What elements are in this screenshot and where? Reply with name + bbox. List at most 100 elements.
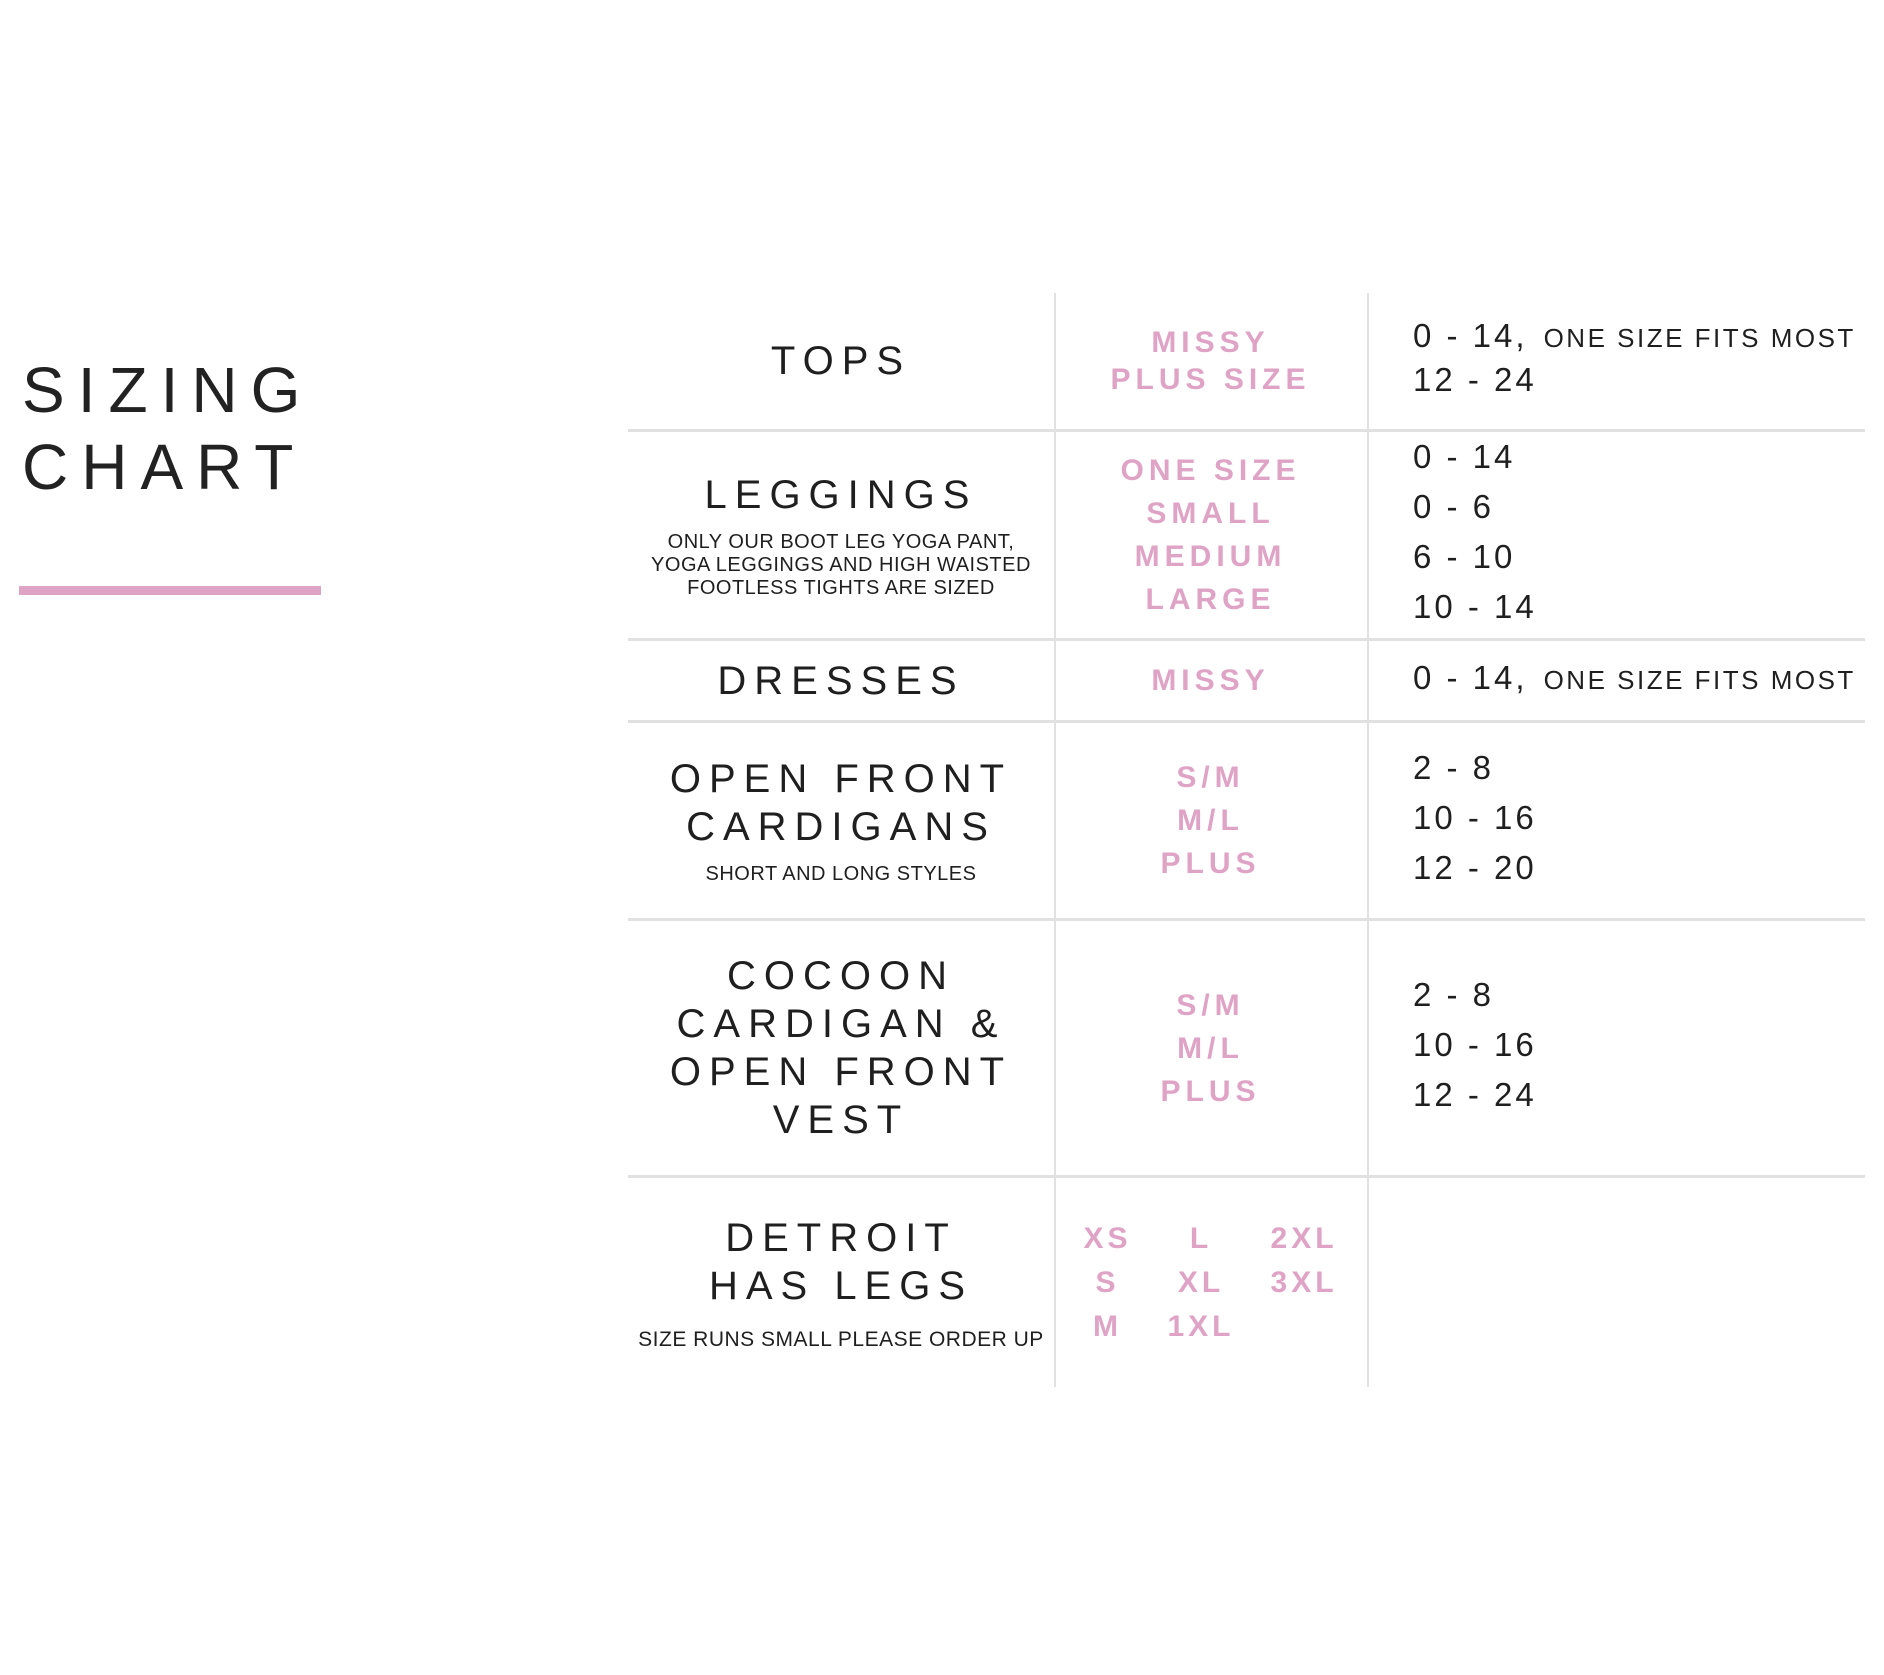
size-label: S bbox=[1095, 1265, 1120, 1299]
range-value: 2 - 8 bbox=[1413, 976, 1495, 1013]
page-title-line-2: CHART bbox=[22, 431, 307, 503]
size-cell: XS L 2XL S XL 3XL M 1XL bbox=[1054, 1178, 1367, 1387]
size-label: XL bbox=[1177, 1265, 1225, 1299]
size-cell: MISSY bbox=[1054, 641, 1367, 720]
size-label: PLUS SIZE bbox=[1110, 363, 1311, 396]
range-note: ONE SIZE FITS MOST bbox=[1543, 664, 1856, 695]
range-value: 12 - 20 bbox=[1413, 848, 1537, 886]
range-line: 12 - 24 bbox=[1413, 361, 1856, 405]
table-row: COCOON CARDIGAN & OPEN FRONT VEST S/M M/L PLUS… bbox=[628, 921, 1865, 1178]
range-value: 10 - 16 bbox=[1413, 798, 1537, 836]
size-label: XS bbox=[1083, 1221, 1132, 1255]
size-label: S/M bbox=[1176, 988, 1245, 1022]
item-cell: COCOON CARDIGAN & OPEN FRONT VEST bbox=[628, 921, 1054, 1175]
item-subtitle: ONLY OUR BOOT LEG YOGA PANT, YOGA LEGGING… bbox=[651, 531, 1031, 600]
item-subtitle: SIZE RUNS SMALL PLEASE ORDER UP bbox=[638, 1328, 1044, 1351]
size-label: PLUS bbox=[1160, 847, 1261, 880]
range-line: 2 - 8 bbox=[1413, 973, 1537, 1023]
title-underline-bar bbox=[19, 586, 321, 595]
range-line: 10 - 16 bbox=[1413, 1023, 1537, 1073]
item-name-line: CARDIGAN & bbox=[676, 1002, 1006, 1046]
range-line: 12 - 24 bbox=[1413, 1073, 1537, 1123]
item-name-line: HAS LEGS bbox=[708, 1264, 974, 1308]
size-label: LARGE bbox=[1145, 583, 1276, 616]
range-line: 0 - 14 bbox=[1413, 435, 1537, 485]
table-row: DRESSES MISSY 0 - 14, ONE SIZE FITS MOST bbox=[628, 641, 1865, 723]
size-label: ONE SIZE bbox=[1120, 454, 1301, 487]
item-cell: LEGGINGS ONLY OUR BOOT LEG YOGA PANT, YOGA… bbox=[628, 432, 1054, 638]
size-cell: S/M M/L PLUS bbox=[1054, 723, 1367, 918]
range-cell: 0 - 14, ONE SIZE FITS MOST bbox=[1367, 641, 1865, 720]
size-grid: XS L 2XL S XL 3XL M 1XL bbox=[1083, 1221, 1338, 1343]
range-value: 0 - 14 bbox=[1413, 438, 1516, 475]
size-label: 1XL bbox=[1167, 1309, 1235, 1343]
size-label: MEDIUM bbox=[1134, 540, 1287, 573]
page-title: SIZING CHART bbox=[22, 352, 313, 506]
range-value: 6 - 10 bbox=[1413, 538, 1516, 575]
item-name-line: DETROIT bbox=[725, 1216, 957, 1260]
item-name: TOPS bbox=[771, 337, 911, 385]
column-divider-2 bbox=[1367, 293, 1369, 1387]
size-label: 3XL bbox=[1270, 1265, 1338, 1299]
item-name-line: LEGGINGS bbox=[704, 472, 978, 517]
range-value: 0 - 6 bbox=[1413, 488, 1495, 525]
range-cell bbox=[1367, 1178, 1865, 1387]
range-cell: 2 - 8 10 - 16 12 - 24 bbox=[1367, 921, 1865, 1175]
item-name-line: CARDIGANS bbox=[686, 805, 996, 849]
range-value: 12 - 24 bbox=[1413, 361, 1537, 398]
size-list: ONE SIZE SMALL MEDIUM LARGE bbox=[1120, 449, 1300, 621]
item-cell: DETROIT HAS LEGS SIZE RUNS SMALL PLEASE OR… bbox=[628, 1178, 1054, 1387]
size-label: M/L bbox=[1177, 1031, 1244, 1065]
range-cell: 0 - 14, ONE SIZE FITS MOST 12 - 24 bbox=[1367, 293, 1865, 429]
page-title-line-1: SIZING bbox=[22, 354, 314, 426]
item-cell: DRESSES bbox=[628, 641, 1054, 720]
item-cell: OPEN FRONT CARDIGANS SHORT AND LONG STYLES bbox=[628, 723, 1054, 918]
range-value: 10 - 14 bbox=[1413, 588, 1537, 625]
item-name-line: TOPS bbox=[770, 339, 912, 383]
size-label: PLUS bbox=[1160, 1074, 1261, 1108]
range-line: 2 - 8 bbox=[1413, 746, 1537, 796]
size-cell: ONE SIZE SMALL MEDIUM LARGE bbox=[1054, 432, 1367, 638]
size-label bbox=[1271, 1312, 1338, 1342]
size-list: S/M M/L PLUS bbox=[1160, 984, 1260, 1113]
item-subtitle-line: FOOTLESS TIGHTS ARE SIZED bbox=[687, 576, 995, 599]
size-label: MISSY bbox=[1151, 664, 1270, 697]
range-value: 10 - 16 bbox=[1413, 1026, 1537, 1063]
table-row: TOPS MISSY PLUS SIZE 0 - 14, ONE SIZE FITS M… bbox=[628, 293, 1865, 432]
range-line: 12 - 20 bbox=[1413, 846, 1537, 896]
range-line: 10 - 16 bbox=[1413, 796, 1537, 846]
size-label: S/M bbox=[1176, 761, 1245, 794]
range-list: 2 - 8 10 - 16 12 - 24 bbox=[1413, 973, 1537, 1123]
item-subtitle-line: YOGA LEGGINGS AND HIGH WAISTED bbox=[651, 553, 1031, 576]
sizing-table: TOPS MISSY PLUS SIZE 0 - 14, ONE SIZE FITS M… bbox=[628, 293, 1865, 1387]
range-line: 10 - 14 bbox=[1413, 585, 1537, 635]
size-label: MISSY bbox=[1151, 326, 1270, 359]
item-name: OPEN FRONT CARDIGANS bbox=[670, 755, 1012, 851]
range-cell: 0 - 14 0 - 6 6 - 10 10 - 14 bbox=[1367, 432, 1865, 638]
range-line: 0 - 6 bbox=[1413, 485, 1537, 535]
range-value: 2 - 8 bbox=[1413, 748, 1495, 786]
item-subtitle: SHORT AND LONG STYLES bbox=[706, 863, 977, 886]
item-name-line: COCOON bbox=[726, 954, 955, 998]
item-name-line: OPEN FRONT bbox=[669, 1050, 1013, 1094]
range-line: 0 - 14, ONE SIZE FITS MOST bbox=[1413, 317, 1856, 361]
range-list: 0 - 14 0 - 6 6 - 10 10 - 14 bbox=[1413, 435, 1537, 635]
size-label: 2XL bbox=[1270, 1221, 1338, 1255]
size-list: MISSY PLUS SIZE bbox=[1110, 324, 1310, 398]
item-cell: TOPS bbox=[628, 293, 1054, 429]
size-label: L bbox=[1189, 1221, 1213, 1255]
size-cell: MISSY PLUS SIZE bbox=[1054, 293, 1367, 429]
item-subtitle-line: SIZE RUNS SMALL PLEASE ORDER UP bbox=[638, 1328, 1044, 1351]
size-label: M/L bbox=[1177, 804, 1244, 837]
item-name: COCOON CARDIGAN & OPEN FRONT VEST bbox=[670, 952, 1012, 1144]
range-list: 0 - 14, ONE SIZE FITS MOST 12 - 24 bbox=[1413, 317, 1856, 405]
item-name-line: DRESSES bbox=[717, 658, 965, 703]
table-row: DETROIT HAS LEGS SIZE RUNS SMALL PLEASE OR… bbox=[628, 1178, 1865, 1387]
range-note: ONE SIZE FITS MOST bbox=[1543, 323, 1856, 353]
size-list: MISSY bbox=[1151, 659, 1269, 702]
size-label: M bbox=[1092, 1309, 1122, 1343]
range-value: 0 - 14, bbox=[1413, 658, 1528, 696]
column-divider-1 bbox=[1054, 293, 1056, 1387]
size-cell: S/M M/L PLUS bbox=[1054, 921, 1367, 1175]
table-row: OPEN FRONT CARDIGANS SHORT AND LONG STYLES… bbox=[628, 723, 1865, 921]
